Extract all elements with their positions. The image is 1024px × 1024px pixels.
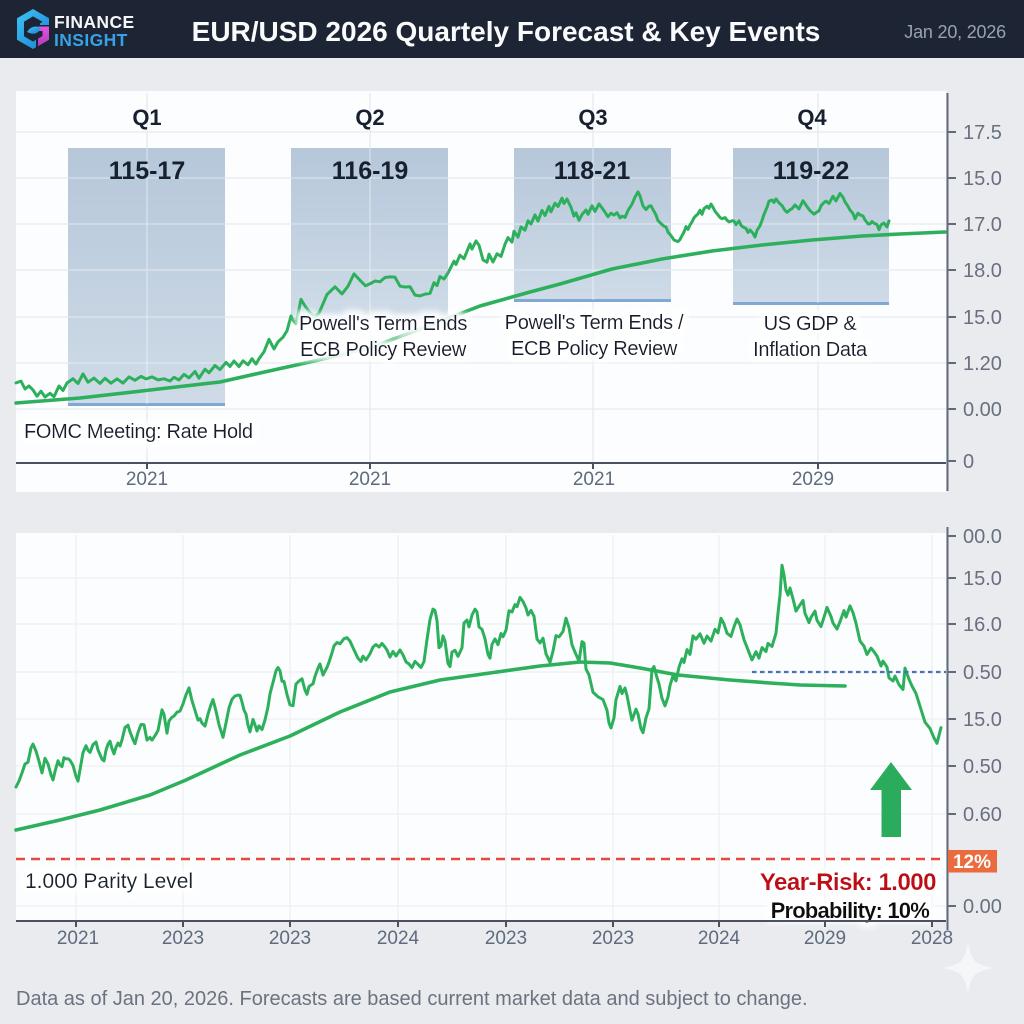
svg-text:2023: 2023 — [592, 928, 634, 949]
svg-text:ECB Policy Review: ECB Policy Review — [511, 338, 678, 360]
svg-text:2021: 2021 — [349, 469, 391, 490]
svg-text:15.0: 15.0 — [963, 568, 1002, 590]
svg-text:17.0: 17.0 — [963, 214, 1002, 236]
svg-text:1.000 Parity Level: 1.000 Parity Level — [25, 870, 193, 893]
svg-text:Jan 20, 2026: Jan 20, 2026 — [904, 22, 1006, 42]
svg-text:2021: 2021 — [126, 469, 168, 490]
svg-text:0.50: 0.50 — [963, 662, 1002, 684]
svg-text:EUR/USD 2026 Quartely Forecast: EUR/USD 2026 Quartely Forecast & Key Eve… — [192, 16, 821, 47]
svg-text:0.00: 0.00 — [963, 399, 1002, 421]
svg-text:Data as of Jan 20, 2026. Forec: Data as of Jan 20, 2026. Forecasts are b… — [16, 988, 808, 1010]
svg-text:00.0: 00.0 — [963, 526, 1002, 548]
svg-text:Q1: Q1 — [132, 105, 161, 130]
svg-text:FINANCE: FINANCE — [54, 12, 135, 32]
svg-text:Q2: Q2 — [355, 105, 384, 130]
svg-text:0.00: 0.00 — [963, 896, 1002, 918]
svg-text:12%: 12% — [953, 852, 991, 873]
svg-text:Year-Risk: 1.000: Year-Risk: 1.000 — [760, 869, 936, 896]
svg-text:2023: 2023 — [485, 928, 527, 949]
svg-text:18.0: 18.0 — [963, 260, 1002, 282]
svg-text:15.0: 15.0 — [963, 709, 1002, 731]
svg-text:FOMC Meeting: Rate Hold: FOMC Meeting: Rate Hold — [24, 421, 253, 443]
svg-text:Powell's Term Ends /: Powell's Term Ends / — [505, 312, 684, 334]
svg-text:Q4: Q4 — [797, 105, 827, 130]
svg-text:ECB Policy Review: ECB Policy Review — [300, 339, 467, 361]
svg-text:15.0: 15.0 — [963, 307, 1002, 329]
svg-text:Probability: 10%: Probability: 10% — [771, 898, 930, 923]
svg-text:119-22: 119-22 — [773, 157, 849, 185]
svg-text:2028: 2028 — [911, 928, 953, 949]
svg-text:INSIGHT: INSIGHT — [54, 30, 128, 50]
svg-text:116-19: 116-19 — [332, 157, 408, 185]
svg-text:Q3: Q3 — [578, 105, 607, 130]
svg-text:17.5: 17.5 — [963, 122, 1002, 144]
svg-text:2023: 2023 — [269, 928, 311, 949]
svg-text:Powell's Term Ends: Powell's Term Ends — [299, 313, 467, 335]
svg-text:16.0: 16.0 — [963, 614, 1002, 636]
svg-text:0.60: 0.60 — [963, 804, 1002, 826]
svg-text:Inflation Data: Inflation Data — [753, 339, 868, 361]
svg-text:2023: 2023 — [162, 928, 204, 949]
svg-text:2021: 2021 — [573, 469, 615, 490]
svg-text:0: 0 — [963, 451, 974, 473]
svg-text:2029: 2029 — [792, 469, 834, 490]
svg-text:US GDP &: US GDP & — [764, 313, 858, 335]
svg-text:2024: 2024 — [377, 928, 420, 949]
svg-text:2021: 2021 — [57, 928, 99, 949]
svg-text:1.20: 1.20 — [963, 353, 1002, 375]
svg-text:118-21: 118-21 — [554, 157, 631, 185]
svg-text:2024: 2024 — [698, 928, 741, 949]
svg-text:15.0: 15.0 — [963, 168, 1002, 190]
svg-text:2029: 2029 — [804, 928, 846, 949]
svg-text:115-17: 115-17 — [109, 157, 185, 185]
svg-text:0.50: 0.50 — [963, 756, 1002, 778]
